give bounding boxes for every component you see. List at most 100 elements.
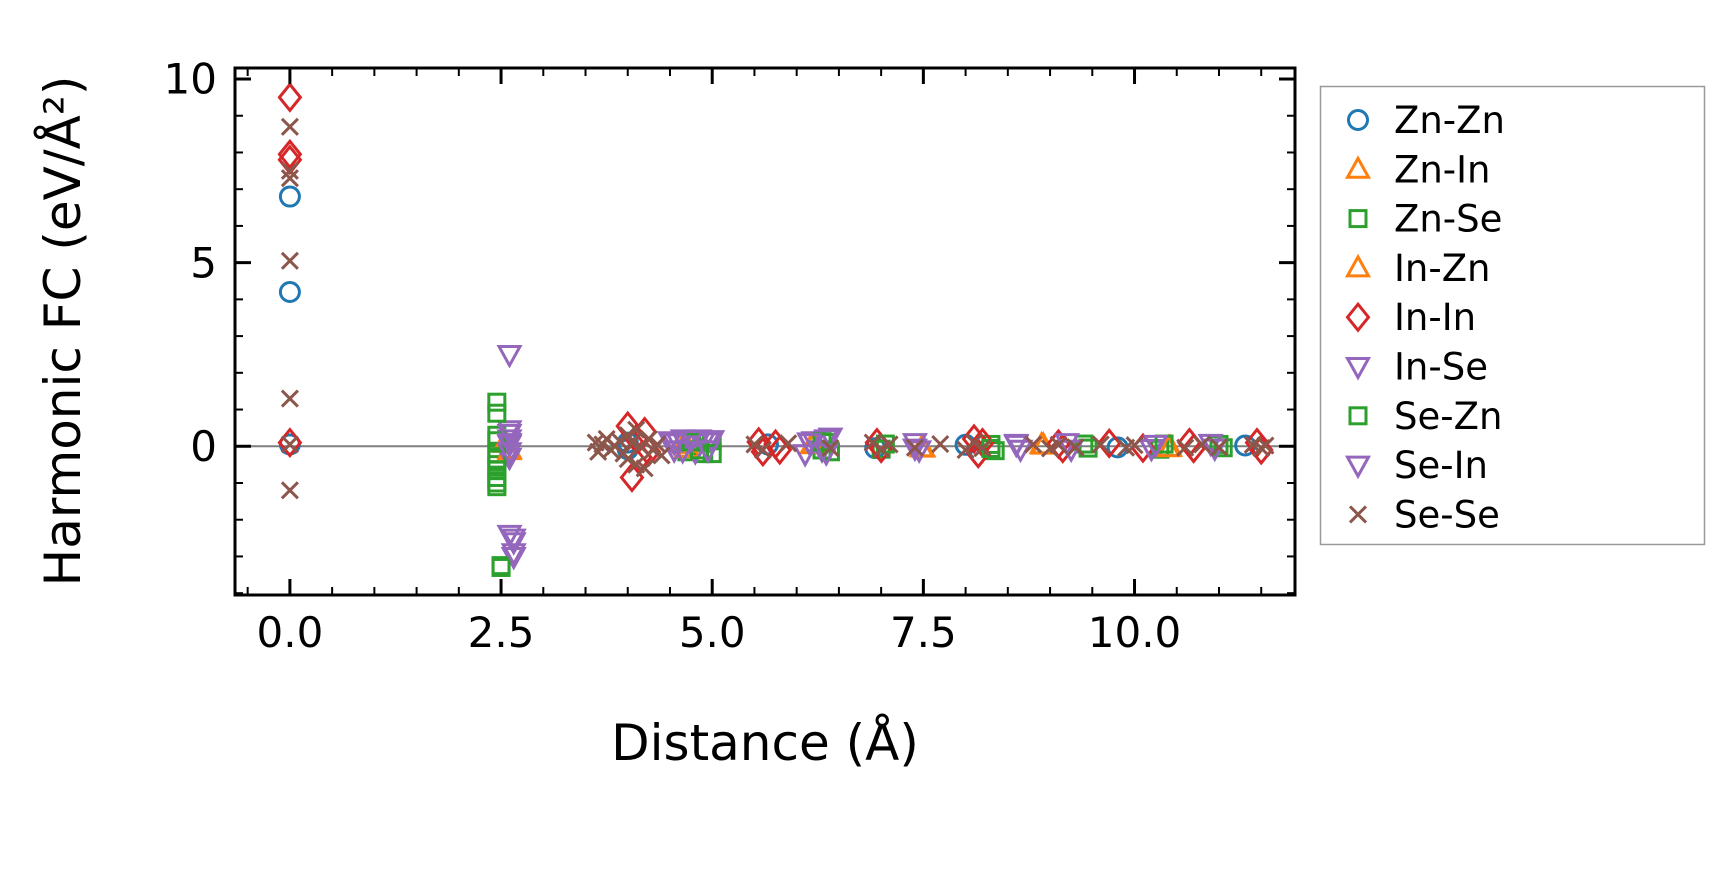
legend-label: Se-Zn xyxy=(1394,395,1502,438)
marker-x xyxy=(280,169,299,188)
series-zn-se xyxy=(487,392,1229,577)
y-tick-label: 0 xyxy=(190,422,217,471)
legend-item-se-zn: Se-Zn xyxy=(1348,395,1502,438)
marker-x xyxy=(280,389,299,408)
marker-x xyxy=(280,481,299,500)
marker-square xyxy=(487,392,507,412)
marker-triangle-down xyxy=(496,344,523,369)
marker-triangle-down xyxy=(694,440,722,465)
axes xyxy=(233,66,1297,597)
y-axis-label: Harmonic FC (eV/Å²) xyxy=(34,76,92,587)
marker-diamond xyxy=(277,138,303,170)
marker-x xyxy=(745,435,764,454)
marker-square xyxy=(487,473,507,493)
legend-label: Zn-Se xyxy=(1394,198,1502,241)
marker-x xyxy=(648,435,667,454)
marker-x xyxy=(280,251,299,270)
marker-x xyxy=(1066,438,1085,457)
marker-triangle-down xyxy=(1142,434,1169,459)
marker-square xyxy=(491,556,511,576)
marker-triangle-down xyxy=(496,442,523,466)
plot-border xyxy=(233,66,1297,597)
marker-triangle-down xyxy=(500,528,527,553)
legend-item-in-se: In-Se xyxy=(1344,345,1488,388)
legend-item-se-se: Se-Se xyxy=(1348,493,1500,536)
legend-item-zn-se: Zn-Se xyxy=(1348,198,1502,241)
legend-label: In-In xyxy=(1394,296,1476,339)
marker-x xyxy=(1176,438,1195,457)
marker-triangle-down xyxy=(500,543,527,567)
series-in-in xyxy=(277,81,1274,493)
marker-square xyxy=(487,460,507,480)
marker-x xyxy=(280,161,299,180)
marker-circle xyxy=(278,281,301,304)
x-axis-label: Distance (Å) xyxy=(611,714,919,772)
legend-item-se-in: Se-In xyxy=(1344,444,1488,487)
series-zn-zn xyxy=(278,185,1257,461)
legend-label: Se-In xyxy=(1394,444,1488,487)
marker-x xyxy=(753,440,772,459)
legend-box xyxy=(1319,85,1706,546)
marker-square xyxy=(1348,406,1368,426)
marker-diamond xyxy=(277,81,303,113)
marker-x xyxy=(779,434,798,453)
legend-item-zn-in: Zn-In xyxy=(1344,148,1491,191)
marker-x xyxy=(931,435,950,454)
legend-label: Zn-In xyxy=(1394,148,1491,191)
marker-x xyxy=(973,439,992,458)
x-tick-label: 5.0 xyxy=(679,608,746,657)
marker-triangle-down xyxy=(669,441,696,465)
legend-item-zn-zn: Zn-Zn xyxy=(1347,99,1505,142)
marker-square xyxy=(1348,209,1368,229)
marker-square xyxy=(1074,434,1094,454)
legend-item-in-zn: In-Zn xyxy=(1344,247,1491,290)
marker-triangle-down xyxy=(817,427,844,452)
marker-x xyxy=(280,117,299,136)
marker-x xyxy=(1256,436,1275,455)
series-se-se xyxy=(280,117,1275,500)
marker-x xyxy=(905,438,924,457)
legend-label: Se-Se xyxy=(1394,493,1500,536)
marker-x xyxy=(880,435,899,454)
marker-circle xyxy=(1347,109,1369,131)
legend-label: Zn-Zn xyxy=(1394,99,1505,142)
y-tick-label: 10 xyxy=(164,55,217,104)
marker-diamond xyxy=(1345,301,1371,333)
tick-labels: 0.0 2.5 5.0 7.5 10.0 0 5 10 xyxy=(164,55,1182,657)
marker-x xyxy=(627,420,646,439)
marker-x xyxy=(1049,435,1068,454)
marker-x xyxy=(1125,436,1144,455)
x-tick-label: 0.0 xyxy=(257,608,324,657)
marker-x xyxy=(652,446,671,465)
marker-triangle-down xyxy=(500,532,527,556)
legend: Zn-Zn Zn-In Zn-Se In-Zn In-In In-Se Se-Zn Se-In… xyxy=(1319,85,1706,546)
marker-triangle-down xyxy=(1344,357,1372,381)
data-points xyxy=(277,81,1275,577)
marker-square xyxy=(487,431,507,451)
marker-x xyxy=(1091,435,1110,454)
marker-x xyxy=(280,435,299,454)
marker-x xyxy=(821,439,840,458)
marker-x xyxy=(1209,438,1229,457)
legend-label: In-Se xyxy=(1394,345,1488,388)
marker-x xyxy=(1024,435,1043,454)
legend-item-in-in: In-In xyxy=(1345,296,1476,339)
marker-x xyxy=(1193,435,1212,454)
marker-diamond xyxy=(1096,427,1122,459)
marker-circle xyxy=(278,185,301,208)
x-tick-label: 10.0 xyxy=(1088,608,1182,657)
marker-x xyxy=(639,429,658,448)
marker-x xyxy=(872,440,891,459)
x-tick-label: 7.5 xyxy=(890,608,957,657)
legend-label: In-Zn xyxy=(1394,247,1491,290)
marker-triangle-up xyxy=(1344,253,1372,278)
marker-square xyxy=(487,449,507,469)
marker-x xyxy=(1348,505,1368,524)
marker-square xyxy=(487,403,507,423)
x-tick-label: 2.5 xyxy=(468,608,535,657)
marker-triangle-down xyxy=(1003,434,1030,459)
marker-triangle-down xyxy=(901,438,928,463)
marker-triangle-up xyxy=(1344,155,1372,179)
